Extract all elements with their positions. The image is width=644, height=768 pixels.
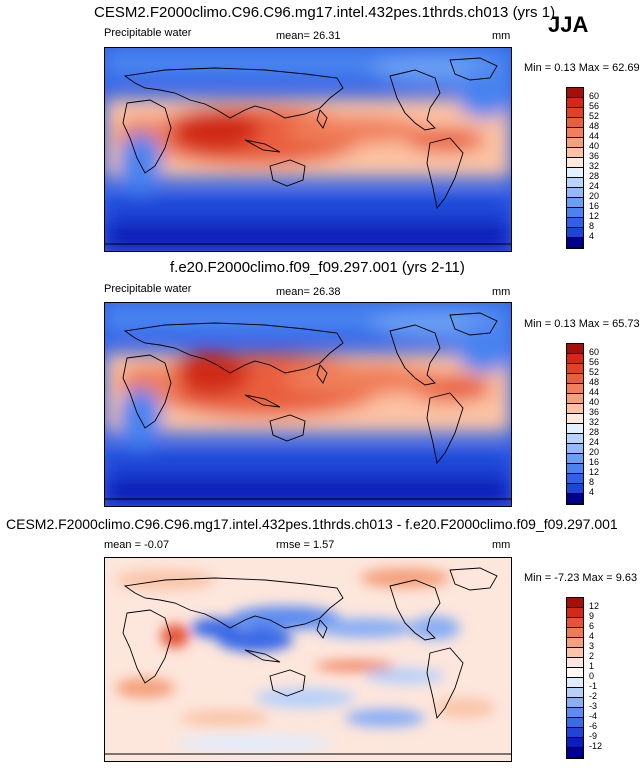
panel2-mean-label: mean= (276, 286, 310, 298)
panel2-map-svg (105, 303, 511, 506)
panel2-tick: 48 (589, 377, 600, 387)
panel2-tick: 12 (589, 467, 600, 477)
panel1-tick: 52 (589, 111, 600, 121)
panel3-max-label: Max = (582, 572, 613, 584)
panel2-map (104, 302, 512, 507)
panel3-tick: -9 (589, 731, 598, 741)
panel3-minmax: Min = -7.23 Max = 9.63 (524, 572, 637, 584)
panel3-min-label: Min = (524, 572, 552, 584)
panel3-tick: -2 (589, 691, 598, 701)
panel2-tick: 28 (589, 427, 600, 437)
panel3-map (104, 557, 512, 762)
panel3-rmse: rmse = 1.57 (276, 539, 334, 551)
panel2-tick: 16 (589, 457, 600, 467)
panel2-tick: 32 (589, 417, 600, 427)
panel3-tick: 2 (589, 651, 595, 661)
season-label: JJA (548, 12, 589, 37)
panel1-tick: 16 (589, 201, 600, 211)
panel1-min-value: 0.13 (554, 62, 576, 74)
panel3-tick: -3 (589, 701, 598, 711)
panel3-units: mm (492, 539, 511, 551)
panel2-min-label: Min = (524, 318, 552, 330)
panel2-minmax: Min = 0.13 Max = 65.73 (524, 318, 640, 330)
panel1-variable: Precipitable water (104, 27, 192, 39)
panel3-title: CESM2.F2000climo.C96.C96.mg17.intel.432p… (6, 516, 618, 532)
panel3-tick: -4 (589, 711, 598, 721)
panel1-mean-value: 26.31 (313, 30, 341, 42)
panel3-tick: 4 (589, 631, 595, 641)
panel1-coastlines (105, 57, 511, 245)
panel2-field (105, 303, 511, 506)
panel3-tick: 9 (589, 611, 595, 621)
panel3-field-background (105, 558, 511, 761)
panel2-colorbar (566, 343, 584, 505)
panel3-rmse-value: 1.57 (313, 539, 335, 551)
panel1-units: mm (492, 30, 511, 42)
panel3-tick: -12 (589, 741, 603, 751)
panel2-tick: 24 (589, 437, 600, 447)
panel1-minmax: Min = 0.13 Max = 62.69 (524, 62, 640, 74)
panel2-variable: Precipitable water (104, 283, 192, 295)
panel2-tick: 56 (589, 357, 600, 367)
panel1-tick: 40 (589, 141, 600, 151)
panel3-tick: 3 (589, 641, 595, 651)
panel3-tick: 6 (589, 621, 595, 631)
panel2-tick: 36 (589, 407, 600, 417)
panel1-tick: 28 (589, 171, 600, 181)
panel1-tick: 12 (589, 211, 600, 221)
panel2-tick: 44 (589, 387, 600, 397)
panel1-tick: 4 (589, 231, 595, 241)
panel3-max-value: 9.63 (615, 572, 638, 584)
panel1-mean: mean= 26.31 (276, 30, 341, 42)
panel2-coastlines (105, 312, 511, 500)
panel1-max-label: Max = (578, 62, 610, 74)
panel3-tick: 1 (589, 661, 595, 671)
panel1-tick: 36 (589, 151, 600, 161)
panel3-rmse-label: rmse = (276, 539, 310, 551)
panel1-title: CESM2.F2000climo.C96.C96.mg17.intel.432p… (94, 4, 556, 21)
panel3-colorbar (566, 597, 584, 759)
panel2-tick: 4 (589, 487, 595, 497)
panel3-coastlines (105, 567, 511, 755)
panel3-min-value: -7.23 (554, 572, 580, 584)
panel3-map-svg (105, 558, 511, 761)
panel1-tick: 24 (589, 181, 600, 191)
panel1-min-label: Min = (524, 62, 552, 74)
panel1-max-value: 62.69 (612, 62, 640, 74)
panel1-map (104, 47, 512, 252)
panel2-mean: mean= 26.38 (276, 286, 341, 298)
panel1-tick: 60 (589, 91, 600, 101)
panel3-tick: 0 (589, 671, 595, 681)
panel2-min-value: 0.13 (554, 318, 576, 330)
panel1-tick: 32 (589, 161, 600, 171)
panel2-mean-value: 26.38 (313, 286, 341, 298)
panel3-mean-label: mean = (104, 539, 141, 551)
panel1-map-svg (105, 48, 511, 251)
panel1-mean-label: mean= (276, 30, 310, 42)
panel2-tick: 40 (589, 397, 600, 407)
panel1-tick: 56 (589, 101, 600, 111)
panel2-title: f.e20.F2000climo.f09_f09.297.001 (yrs 2-… (170, 259, 465, 276)
panel2-tick: 20 (589, 447, 600, 457)
panel2-max-label: Max = (578, 318, 610, 330)
panel1-field (105, 48, 511, 251)
panel2-tick: 60 (589, 347, 600, 357)
panel1-colorbar (566, 87, 584, 249)
panel3-mean-value: -0.07 (144, 539, 170, 551)
panel3-tick: 12 (589, 601, 600, 611)
panel2-units: mm (492, 286, 511, 298)
panel3-tick: -6 (589, 721, 598, 731)
panel1-tick: 8 (589, 221, 595, 231)
panel3-mean: mean = -0.07 (104, 539, 169, 551)
panel1-tick: 48 (589, 121, 600, 131)
panel1-tick: 44 (589, 131, 600, 141)
panel1-tick: 20 (589, 191, 600, 201)
panel2-tick: 8 (589, 477, 595, 487)
panel2-tick: 52 (589, 367, 600, 377)
panel3-tick: -1 (589, 681, 598, 691)
panel2-max-value: 65.73 (612, 318, 640, 330)
